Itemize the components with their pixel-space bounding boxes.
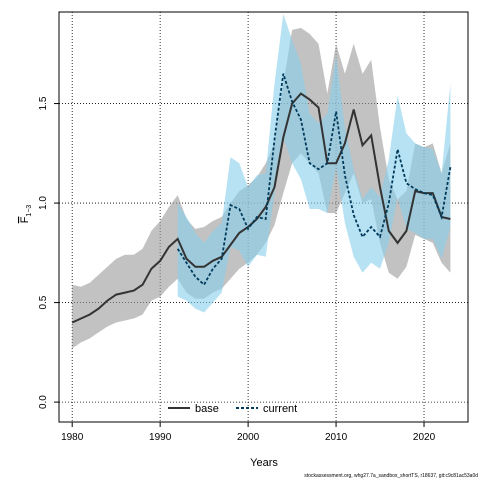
- legend: base current: [168, 403, 297, 415]
- svg-text:F1−3: F1−3: [19, 205, 33, 224]
- y-tick-label-0.0: 0.0: [38, 395, 49, 409]
- y-axis-title-main: F: [19, 216, 31, 223]
- current-line: [176, 73, 452, 287]
- y-axis-title: F1−3: [19, 205, 33, 224]
- x-tick-label-2000: 2000: [237, 432, 260, 443]
- current-confidence-band: [177, 14, 451, 313]
- plot-frame: [58, 11, 469, 423]
- x-tick-label-2010: 2010: [325, 432, 348, 443]
- y-axis-title-sub: 1−3: [26, 205, 33, 217]
- y-axis: 0.0 0.5 1.0 1.5: [38, 96, 59, 409]
- x-tick-label-1980: 1980: [61, 432, 84, 443]
- legend-label-base: base: [195, 403, 219, 415]
- base-line: [71, 92, 451, 324]
- x-axis-title: Years: [250, 457, 278, 469]
- legend-label-current: current: [263, 403, 297, 415]
- y-tick-label-0.5: 0.5: [38, 295, 49, 309]
- y-tick-label-1.5: 1.5: [38, 96, 49, 110]
- x-tick-label-2020: 2020: [413, 432, 436, 443]
- footer-text: stockassessment.org, whg27.7a_sandbox_sh…: [304, 473, 478, 479]
- confidence-bands: [72, 14, 451, 349]
- x-axis: 1980 1990 2000 2010 2020: [61, 422, 436, 443]
- y-tick-label-1.0: 1.0: [38, 196, 49, 210]
- x-tick-label-1990: 1990: [149, 432, 172, 443]
- series-lines: [71, 73, 452, 324]
